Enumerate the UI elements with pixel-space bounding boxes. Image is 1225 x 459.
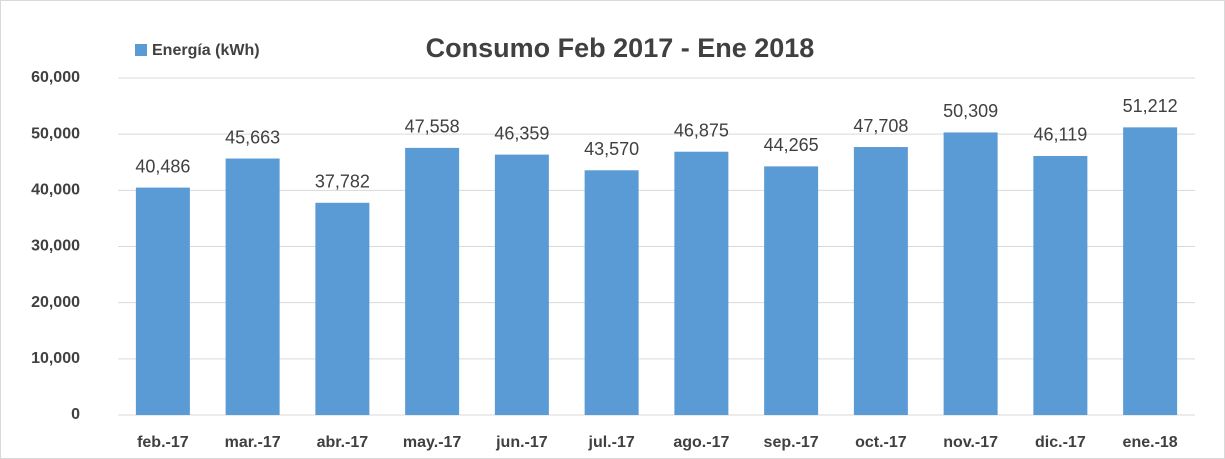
x-tick-label: ago.-17 bbox=[673, 434, 729, 451]
y-tick-label: 20,000 bbox=[31, 294, 80, 311]
x-tick-label: jun.-17 bbox=[495, 434, 548, 451]
y-tick-label: 0 bbox=[71, 406, 80, 423]
data-label: 51,212 bbox=[1123, 96, 1178, 116]
data-label: 44,265 bbox=[764, 135, 819, 155]
data-label: 43,570 bbox=[584, 139, 639, 159]
bar bbox=[943, 132, 998, 415]
data-label: 46,119 bbox=[1034, 125, 1088, 145]
data-label: 40,486 bbox=[135, 156, 190, 176]
x-tick-label: jul.-17 bbox=[588, 434, 635, 451]
data-label: 37,782 bbox=[315, 172, 370, 192]
chart-title: Consumo Feb 2017 - Ene 2018 bbox=[426, 33, 815, 63]
x-tick-label: may.-17 bbox=[403, 434, 462, 451]
x-tick-label: nov.-17 bbox=[943, 434, 998, 451]
bar bbox=[853, 147, 908, 415]
y-tick-label: 30,000 bbox=[31, 238, 80, 255]
x-tick-label: sep.-17 bbox=[764, 434, 819, 451]
data-label: 47,558 bbox=[405, 117, 460, 137]
data-label: 45,663 bbox=[225, 127, 280, 147]
legend-label: Energía (kWh) bbox=[152, 42, 260, 59]
bar bbox=[1123, 127, 1178, 416]
bar bbox=[494, 154, 549, 415]
y-tick-label: 50,000 bbox=[31, 125, 80, 142]
data-label: 46,359 bbox=[494, 123, 549, 143]
x-tick-label: oct.-17 bbox=[855, 434, 907, 451]
bar bbox=[315, 202, 370, 415]
data-label: 47,708 bbox=[853, 116, 908, 136]
bar bbox=[764, 166, 819, 415]
data-label: 46,875 bbox=[674, 120, 729, 140]
bar bbox=[1033, 155, 1088, 415]
data-label: 50,309 bbox=[943, 101, 998, 121]
bar bbox=[674, 151, 729, 415]
bar bbox=[225, 158, 280, 415]
x-tick-label: feb.-17 bbox=[137, 434, 189, 451]
legend-swatch bbox=[135, 44, 147, 56]
y-tick-label: 10,000 bbox=[31, 350, 80, 367]
bar bbox=[135, 187, 190, 415]
x-tick-label: dic.-17 bbox=[1035, 434, 1086, 451]
x-tick-label: mar.-17 bbox=[225, 434, 281, 451]
bar bbox=[584, 170, 639, 415]
x-tick-label: abr.-17 bbox=[317, 434, 369, 451]
x-tick-label: ene.-18 bbox=[1123, 434, 1178, 451]
y-tick-label: 60,000 bbox=[31, 69, 80, 86]
bar bbox=[405, 147, 460, 415]
y-tick-label: 40,000 bbox=[31, 182, 80, 199]
